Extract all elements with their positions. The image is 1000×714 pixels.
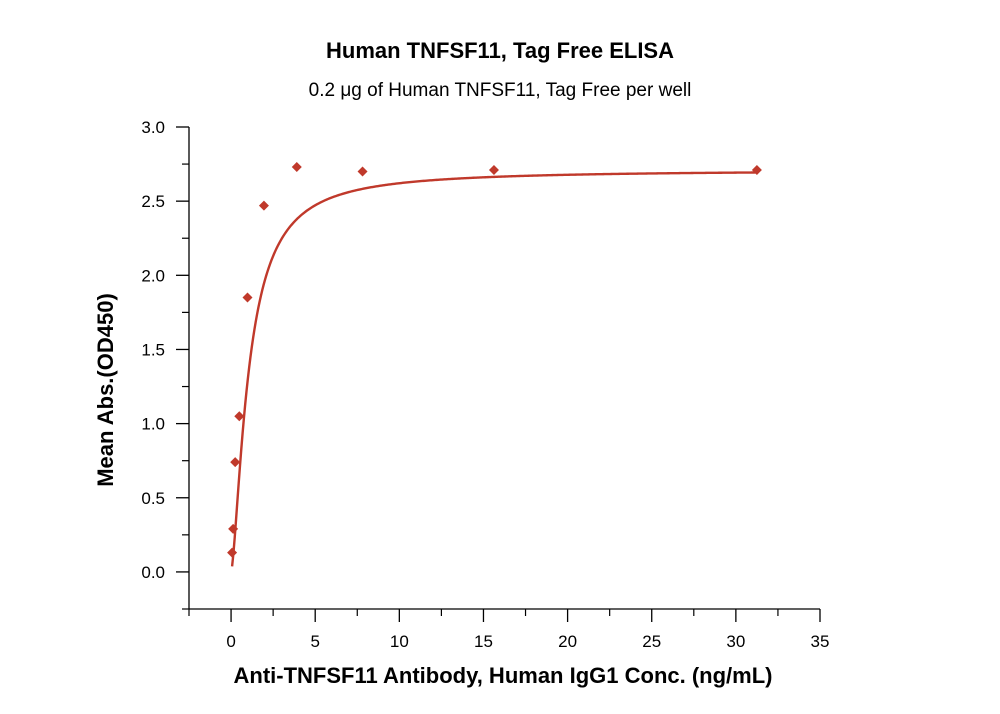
- y-tick-label: 0.0: [141, 563, 165, 582]
- x-tick-label: 35: [811, 632, 830, 651]
- data-point: [242, 292, 253, 303]
- x-tick-label: 15: [474, 632, 493, 651]
- data-point: [234, 411, 245, 422]
- y-tick-label: 2.0: [141, 266, 165, 285]
- data-point: [230, 457, 241, 468]
- data-points-layer: [227, 162, 762, 558]
- data-point: [258, 200, 269, 211]
- x-tick-label: 0: [226, 632, 235, 651]
- fit-curve: [230, 171, 757, 567]
- data-point: [488, 165, 499, 176]
- y-tick-label: 0.5: [141, 489, 165, 508]
- axes: 0.0 0.5 1.0 1.5 2.0 2.5 3.0 0 5 10 15 20 25 30 35: [141, 118, 829, 651]
- y-axis-title: Mean Abs.(OD450): [93, 293, 118, 487]
- y-tick-label: 1.0: [141, 415, 165, 434]
- data-point: [357, 166, 368, 177]
- data-point: [291, 162, 302, 173]
- x-tick-label: 30: [726, 632, 745, 651]
- chart-subtitle: 0.2 μg of Human TNFSF11, Tag Free per we…: [308, 80, 692, 101]
- x-tick-label: 5: [310, 632, 319, 651]
- y-tick-label: 3.0: [141, 118, 165, 137]
- y-tick-label: 1.5: [141, 340, 165, 359]
- y-tick-label: 2.5: [141, 192, 165, 211]
- data-point: [227, 547, 238, 558]
- x-tick-label: 25: [642, 632, 661, 651]
- data-point: [228, 523, 239, 534]
- fit-curve-layer: [230, 171, 757, 567]
- x-axis-title: Anti-TNFSF11 Antibody, Human IgG1 Conc. …: [234, 663, 773, 688]
- chart-title: Human TNFSF11, Tag Free ELISA: [326, 38, 674, 63]
- x-tick-label: 20: [558, 632, 577, 651]
- x-tick-label: 10: [390, 632, 409, 651]
- data-point: [751, 165, 762, 176]
